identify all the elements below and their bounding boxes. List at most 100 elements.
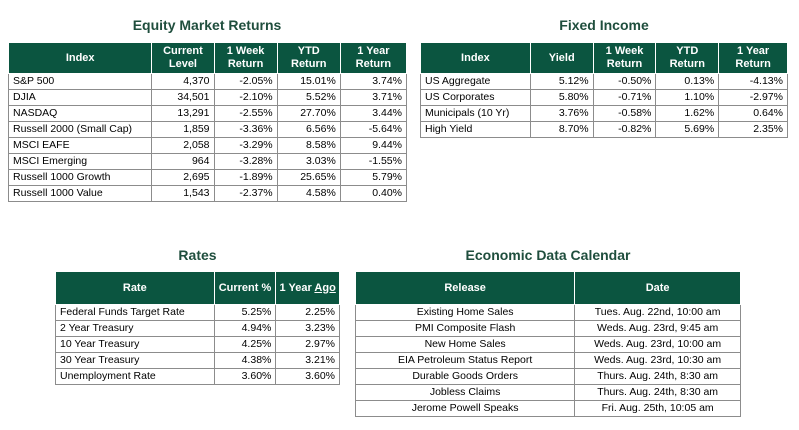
equity-cell: -3.29% — [213, 137, 278, 154]
fixed-cell: 0.64% — [718, 105, 788, 122]
rates-cell: 3.21% — [275, 352, 340, 369]
equity-cell: 4,370 — [151, 73, 215, 90]
equity-cell: 15.01% — [276, 73, 341, 90]
equity-cell: Russell 2000 (Small Cap) — [7, 121, 153, 138]
fixed-title: Fixed Income — [559, 17, 649, 33]
equity-row: Russell 1000 Value 1,543 -2.37% 4.58% 0.40% — [7, 185, 408, 202]
rates-row: 10 Year Treasury 4.25% 2.97% — [55, 336, 340, 353]
calendar-row: Durable Goods Orders Thurs. Aug. 24th, 8:… — [354, 368, 741, 385]
rates-title: Rates — [178, 247, 217, 263]
rates-cell: 4.94% — [213, 320, 277, 337]
rates-cell: 5.25% — [213, 304, 277, 321]
equity-row: DJIA 34,501 -2.10% 5.52% 3.71% — [7, 89, 408, 106]
equity-cell: 964 — [151, 153, 215, 170]
equity-cell: 3.03% — [276, 153, 341, 170]
rates-cell: 10 Year Treasury — [55, 336, 215, 353]
rates-cell: 30 Year Treasury — [55, 352, 215, 369]
calendar-cell: Thurs. Aug. 24th, 8:30 am — [574, 368, 741, 385]
equity-header-week: 1 Week Return — [213, 42, 278, 74]
fixed-header-yield: Yield — [529, 42, 594, 74]
equity-cell: 2,695 — [151, 169, 215, 186]
equity-header-row: Index Current Level 1 Week Return YTD Re… — [7, 42, 408, 74]
equity-cell: 0.40% — [339, 185, 408, 202]
calendar-header-date: Date — [574, 271, 741, 305]
equity-cell: 5.52% — [276, 89, 341, 106]
rates-row: 2 Year Treasury 4.94% 3.23% — [55, 320, 340, 337]
equity-header-year: 1 Year Return — [339, 42, 408, 74]
rates-header-ago: 1 Year Ago — [275, 271, 340, 305]
calendar-title: Economic Data Calendar — [465, 247, 631, 263]
equity-row: S&P 500 4,370 -2.05% 15.01% 3.74% — [7, 73, 408, 90]
fixed-cell: 5.69% — [655, 121, 720, 138]
rates-cell: Federal Funds Target Rate — [55, 304, 215, 321]
equity-cell: -1.55% — [339, 153, 408, 170]
calendar-cell: Weds. Aug. 23rd, 9:45 am — [574, 320, 741, 337]
equity-cell: 2,058 — [151, 137, 215, 154]
equity-header-ytd: YTD Return — [276, 42, 341, 74]
calendar-cell: Weds. Aug. 23rd, 10:00 am — [574, 336, 741, 353]
calendar-cell: Existing Home Sales — [354, 304, 576, 321]
equity-cell: S&P 500 — [7, 73, 153, 90]
fixed-cell: 5.12% — [529, 73, 594, 90]
calendar-row: PMI Composite Flash Weds. Aug. 23rd, 9:45… — [354, 320, 741, 337]
equity-cell: 4.58% — [276, 185, 341, 202]
calendar-cell: Fri. Aug. 25th, 10:05 am — [574, 400, 741, 417]
fixed-row: US Corporates 5.80% -0.71% 1.10% -2.97% — [420, 89, 788, 106]
equity-cell: NASDAQ — [7, 105, 153, 122]
calendar-cell: Thurs. Aug. 24th, 8:30 am — [574, 384, 741, 401]
equity-cell: 34,501 — [151, 89, 215, 106]
calendar-row: Jobless Claims Thurs. Aug. 24th, 8:30 am — [354, 384, 741, 401]
rates-cell: 3.60% — [213, 368, 277, 385]
calendar-row: Jerome Powell Speaks Fri. Aug. 25th, 10:0… — [354, 400, 741, 417]
fixed-row: US Aggregate 5.12% -0.50% 0.13% -4.13% — [420, 73, 788, 90]
rates-table: Rate Current % 1 Year Ago Federal Funds … — [55, 271, 340, 385]
calendar-cell: New Home Sales — [354, 336, 576, 353]
calendar-cell: Tues. Aug. 22nd, 10:00 am — [574, 304, 741, 321]
equity-cell: -5.64% — [339, 121, 408, 138]
calendar-cell: Durable Goods Orders — [354, 368, 576, 385]
fixed-header-index: Index — [420, 42, 531, 74]
rates-cell: 2.97% — [275, 336, 340, 353]
fixed-cell: -0.50% — [592, 73, 657, 90]
calendar-cell: Jobless Claims — [354, 384, 576, 401]
equity-cell: -2.10% — [213, 89, 278, 106]
calendar-row: New Home Sales Weds. Aug. 23rd, 10:00 am — [354, 336, 741, 353]
equity-row: NASDAQ 13,291 -2.55% 27.70% 3.44% — [7, 105, 408, 122]
calendar-row: Existing Home Sales Tues. Aug. 22nd, 10:0… — [354, 304, 741, 321]
fixed-cell: Municipals (10 Yr) — [420, 105, 531, 122]
fixed-cell: 1.10% — [655, 89, 720, 106]
equity-cell: 27.70% — [276, 105, 341, 122]
equity-cell: 25.65% — [276, 169, 341, 186]
fixed-row: Municipals (10 Yr) 3.76% -0.58% 1.62% 0.64% — [420, 105, 788, 122]
rates-row: 30 Year Treasury 4.38% 3.21% — [55, 352, 340, 369]
fixed-cell: High Yield — [420, 121, 531, 138]
equity-cell: Russell 1000 Value — [7, 185, 153, 202]
calendar-cell: Jerome Powell Speaks — [354, 400, 576, 417]
equity-cell: 3.44% — [339, 105, 408, 122]
rates-cell: 3.23% — [275, 320, 340, 337]
equity-row: MSCI EAFE 2,058 -3.29% 8.58% 9.44% — [7, 137, 408, 154]
equity-cell: -3.28% — [213, 153, 278, 170]
equity-table: Index Current Level 1 Week Return YTD Re… — [7, 42, 408, 202]
equity-cell: -2.05% — [213, 73, 278, 90]
fixed-cell: 2.35% — [718, 121, 788, 138]
fixed-cell: 1.62% — [655, 105, 720, 122]
equity-cell: -2.37% — [213, 185, 278, 202]
fixed-cell: -0.82% — [592, 121, 657, 138]
equity-row: Russell 1000 Growth 2,695 -1.89% 25.65% 5.79… — [7, 169, 408, 186]
calendar-cell: EIA Petroleum Status Report — [354, 352, 576, 369]
rates-cell: 2 Year Treasury — [55, 320, 215, 337]
rates-cell: 4.38% — [213, 352, 277, 369]
calendar-header-row: Release Date — [354, 271, 741, 305]
rates-header-current: Current % — [213, 271, 277, 305]
equity-cell: 3.71% — [339, 89, 408, 106]
equity-cell: Russell 1000 Growth — [7, 169, 153, 186]
rates-header-rate: Rate — [55, 271, 215, 305]
fixed-cell: 5.80% — [529, 89, 594, 106]
calendar-row: EIA Petroleum Status Report Weds. Aug. 23… — [354, 352, 741, 369]
calendar-cell: PMI Composite Flash — [354, 320, 576, 337]
equity-cell: -2.55% — [213, 105, 278, 122]
equity-cell: 1,543 — [151, 185, 215, 202]
equity-cell: 3.74% — [339, 73, 408, 90]
equity-cell: MSCI EAFE — [7, 137, 153, 154]
